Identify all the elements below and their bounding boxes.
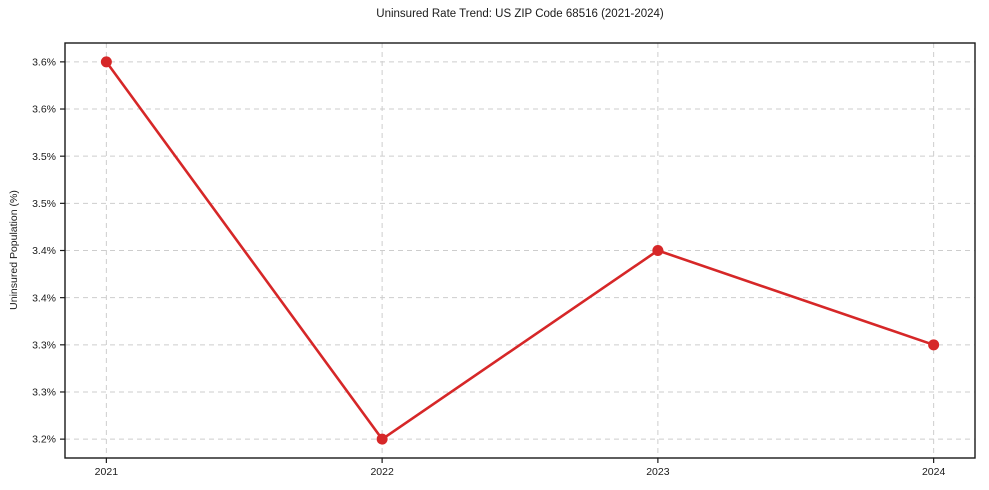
y-tick-label: 3.5%: [32, 151, 56, 163]
y-tick-label: 3.3%: [32, 339, 56, 351]
x-tick-label: 2023: [646, 466, 670, 478]
x-tick-label: 2022: [370, 466, 394, 478]
y-tick-label: 3.2%: [32, 434, 56, 446]
y-tick-label: 3.5%: [32, 198, 56, 210]
plot-border: [64, 42, 976, 459]
x-tick-label: 2021: [95, 466, 119, 478]
data-point-marker: [652, 245, 664, 256]
trend-line: [105, 60, 935, 441]
y-tick-label: 3.6%: [32, 104, 56, 116]
data-point-marker: [100, 56, 112, 68]
y-tick-label: 3.4%: [32, 245, 56, 257]
data-point-marker: [928, 339, 940, 351]
chart-title: Uninsured Rate Trend: US ZIP Code 68516 …: [376, 8, 664, 20]
data-point-marker: [376, 433, 388, 445]
y-tick-label: 3.4%: [32, 292, 56, 304]
y-tick-label: 3.3%: [32, 387, 56, 399]
y-tick-label: 3.6%: [32, 56, 56, 68]
y-axis-label: Uninsured Population (%): [8, 190, 20, 310]
x-tick-label: 2024: [922, 466, 946, 478]
